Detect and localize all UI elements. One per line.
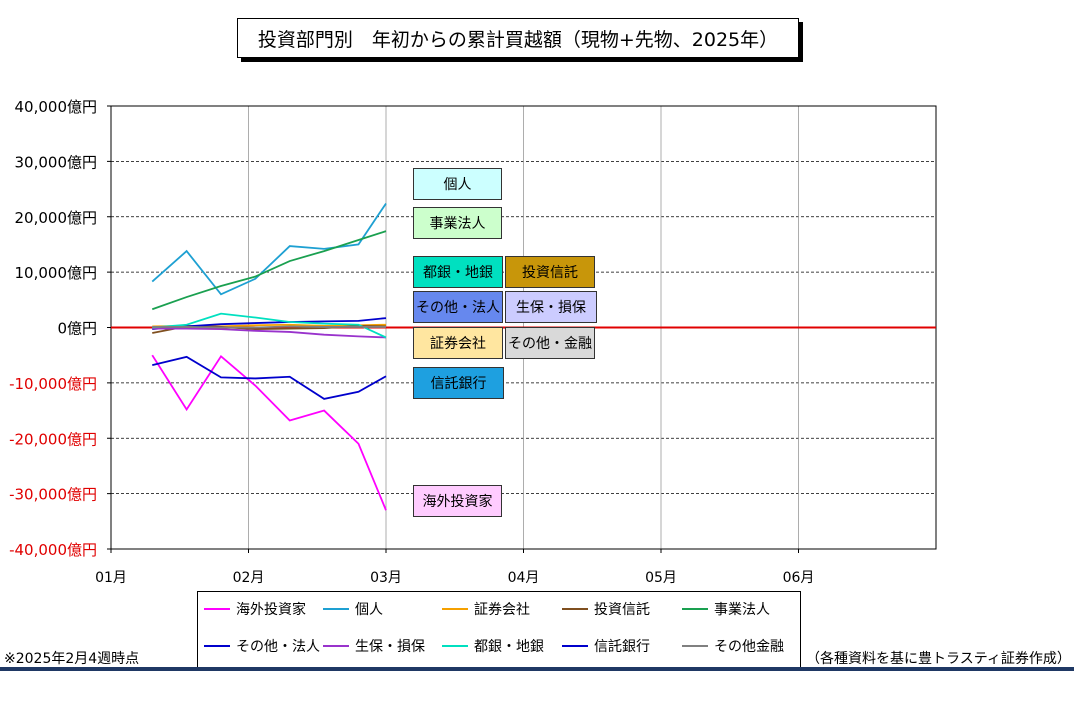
legend-swatch bbox=[204, 645, 230, 647]
legend-item: 証券会社 bbox=[442, 599, 530, 619]
y-tick-label: -10,000億円 bbox=[9, 375, 97, 393]
x-tick-label: 05月 bbox=[645, 570, 677, 586]
series-label-shoken-gaisha: 証券会社 bbox=[413, 327, 503, 359]
legend-swatch bbox=[442, 645, 468, 647]
legend-swatch bbox=[562, 608, 588, 610]
series-line-7 bbox=[152, 312, 387, 339]
y-tick-label: 0億円 bbox=[57, 320, 97, 338]
series-line-8 bbox=[152, 355, 387, 400]
footer-left-note: ※2025年2月4週時点 bbox=[4, 651, 140, 667]
legend-row-2: その他・法人 生保・損保 都銀・地銀 信託銀行 その他金融 bbox=[198, 636, 800, 656]
legend-item: 投資信託 bbox=[562, 599, 650, 619]
legend-item: その他金融 bbox=[682, 636, 784, 656]
y-tick-label: -40,000億円 bbox=[9, 541, 97, 559]
legend-item: 事業法人 bbox=[682, 599, 770, 619]
series-label-seiho-sonpo: 生保・損保 bbox=[505, 291, 597, 323]
series-line-9 bbox=[152, 325, 386, 329]
legend-swatch bbox=[323, 608, 349, 610]
chart-title: 投資部門別 年初からの累計買越額（現物+先物、2025年） bbox=[237, 18, 799, 58]
legend-row-1: 海外投資家 個人 証券会社 投資信託 事業法人 bbox=[198, 599, 800, 619]
legend-label: 投資信託 bbox=[594, 602, 650, 618]
legend-label: 証券会社 bbox=[474, 602, 530, 618]
legend-label: 個人 bbox=[355, 602, 383, 618]
series-label-sonota-hojin: その他・法人 bbox=[413, 291, 503, 323]
legend-label: その他金融 bbox=[714, 639, 784, 655]
y-tick-label: 30,000億円 bbox=[15, 153, 98, 171]
y-tick-label: 40,000億円 bbox=[15, 98, 98, 116]
x-tick-label: 03月 bbox=[370, 570, 402, 586]
series-line-5 bbox=[152, 317, 387, 331]
legend-item: 個人 bbox=[323, 599, 383, 619]
series-label-kaigai: 海外投資家 bbox=[413, 485, 502, 517]
legend-item: 生保・損保 bbox=[323, 636, 425, 656]
legend-label: 生保・損保 bbox=[355, 639, 425, 655]
legend-item: その他・法人 bbox=[204, 636, 320, 656]
series-line-6 bbox=[152, 327, 387, 339]
series-label-jigyohojin: 事業法人 bbox=[413, 207, 502, 239]
chart-legend: 海外投資家 個人 証券会社 投資信託 事業法人 その他・法人 生保・損保 都銀・… bbox=[197, 591, 801, 669]
legend-label: 海外投資家 bbox=[236, 602, 306, 618]
series-label-toshi-shintaku: 投資信託 bbox=[505, 256, 595, 288]
legend-label: 都銀・地銀 bbox=[474, 639, 544, 655]
series-label-sonota-kinyu: その他・金融 bbox=[505, 327, 595, 359]
legend-swatch bbox=[682, 645, 708, 647]
y-tick-label: 10,000億円 bbox=[15, 264, 98, 282]
legend-label: その他・法人 bbox=[236, 639, 320, 655]
legend-swatch bbox=[682, 608, 708, 610]
series-label-kojin: 個人 bbox=[413, 168, 502, 200]
legend-item: 海外投資家 bbox=[204, 599, 306, 619]
y-tick-label: -30,000億円 bbox=[9, 486, 97, 504]
x-tick-label: 02月 bbox=[233, 570, 265, 586]
x-tick-label: 01月 bbox=[95, 570, 127, 586]
y-tick-label: 20,000億円 bbox=[15, 209, 98, 227]
legend-swatch bbox=[442, 608, 468, 610]
legend-swatch bbox=[204, 608, 230, 610]
legend-label: 信託銀行 bbox=[594, 639, 650, 655]
footer-right-note: （各種資料を基に豊トラスティ証券作成） bbox=[806, 651, 1071, 667]
legend-swatch bbox=[323, 645, 349, 647]
series-line-0 bbox=[151, 354, 387, 511]
series-line-1 bbox=[151, 202, 387, 296]
legend-item: 信託銀行 bbox=[562, 636, 650, 656]
bottom-rule bbox=[0, 667, 1074, 671]
y-tick-label: -20,000億円 bbox=[9, 430, 97, 448]
series-line-4 bbox=[151, 230, 387, 311]
x-tick-label: 06月 bbox=[783, 570, 815, 586]
legend-label: 事業法人 bbox=[714, 602, 770, 618]
series-label-togin-chigin: 都銀・地銀 bbox=[413, 256, 503, 288]
series-label-shintaku-ginko: 信託銀行 bbox=[413, 367, 504, 399]
legend-item: 都銀・地銀 bbox=[442, 636, 544, 656]
legend-swatch bbox=[562, 645, 588, 647]
x-tick-label: 04月 bbox=[508, 570, 540, 586]
